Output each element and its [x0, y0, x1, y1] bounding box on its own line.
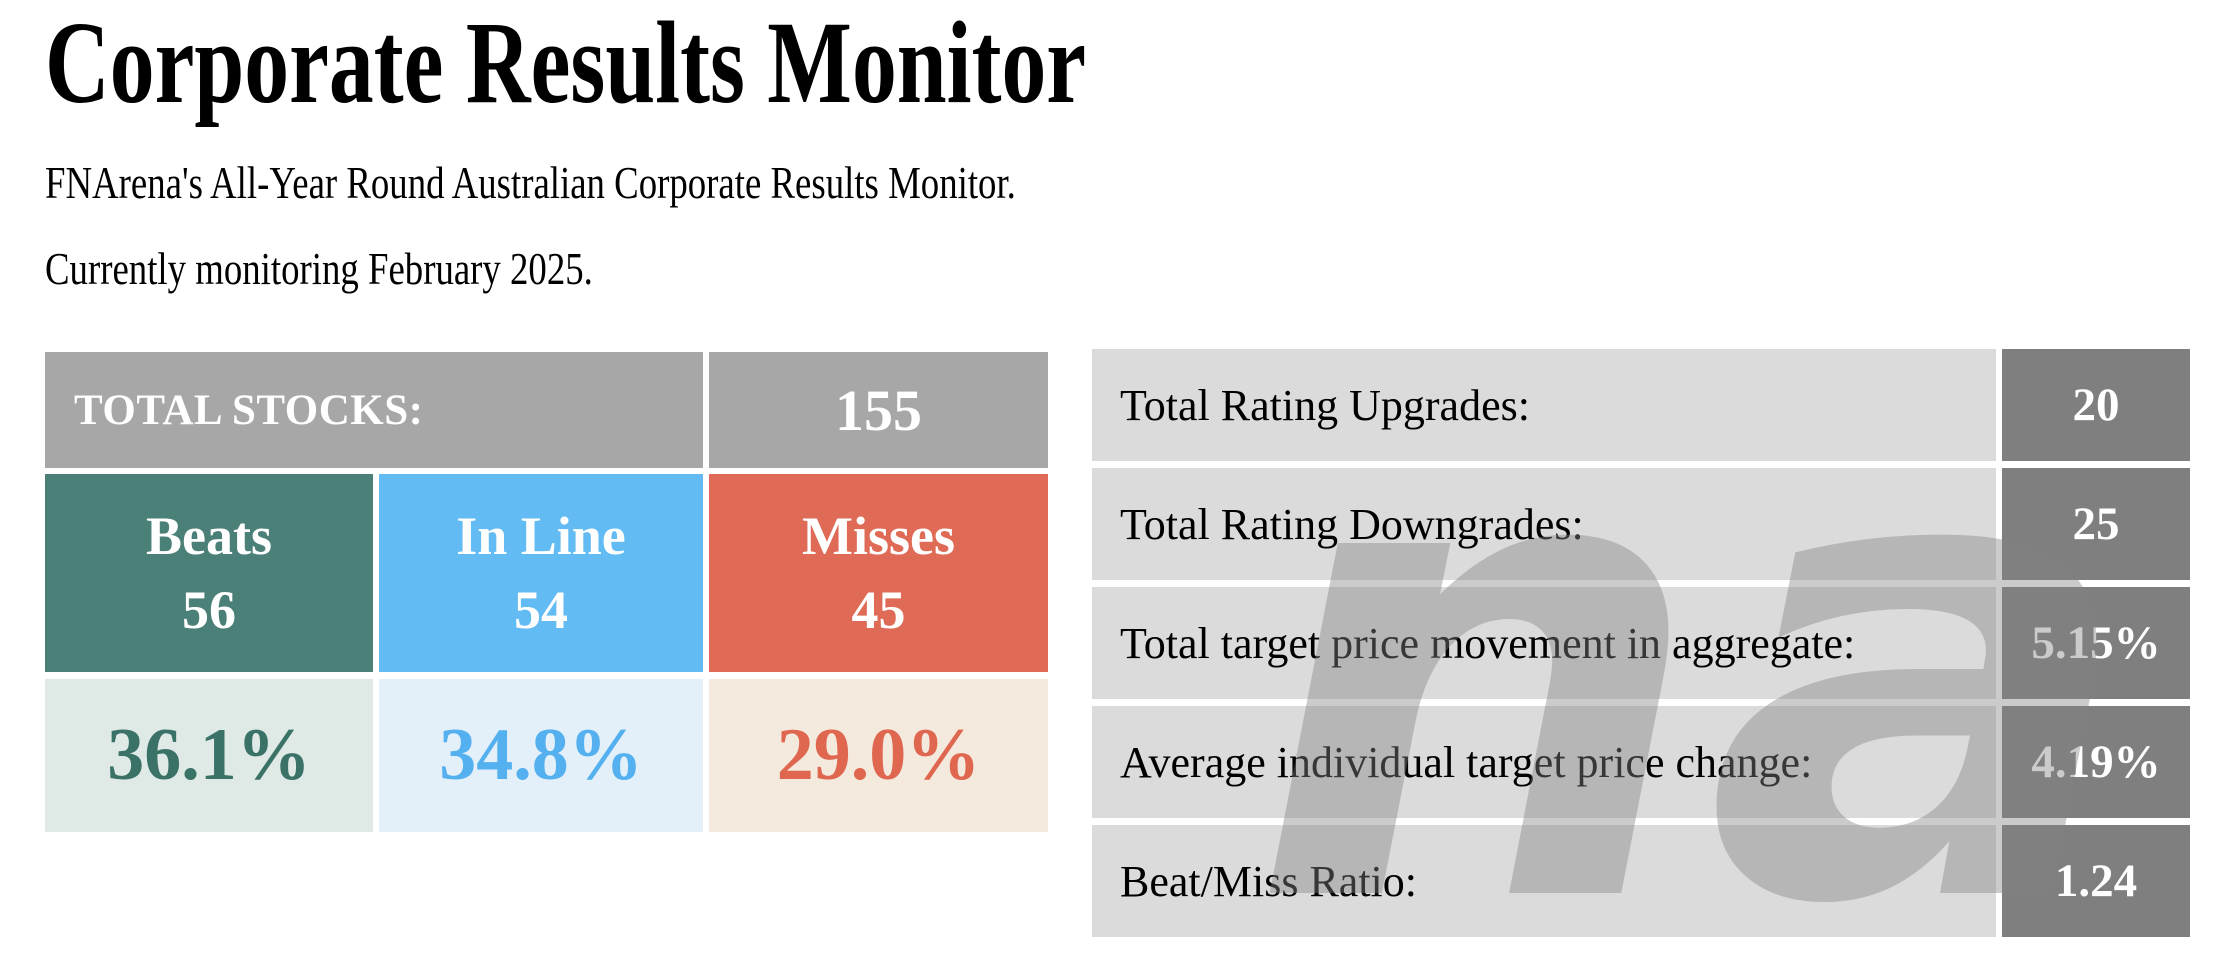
stat-value: 20 [2002, 349, 2190, 461]
table-row: Total Rating Upgrades: 20 [1092, 349, 2190, 461]
table-row: Average individual target price change: … [1092, 706, 2190, 818]
stat-value: 4.19% [2002, 706, 2190, 818]
table-row: Total target price movement in aggregate… [1092, 587, 2190, 699]
inline-count: 54 [514, 580, 568, 640]
total-stocks-value-cell: 155 [709, 352, 1048, 468]
stat-value: 25 [2002, 468, 2190, 580]
stat-label: Total target price movement in aggregate… [1092, 587, 1996, 699]
total-stocks-value: 155 [835, 377, 922, 443]
stat-label: Total Rating Downgrades: [1092, 468, 1996, 580]
intro-text: FNArena's All-Year Round Australian Corp… [45, 157, 1016, 208]
stat-label: Beat/Miss Ratio: [1092, 825, 1996, 937]
ratings-stats-table: Total Rating Upgrades: 20 Total Rating D… [1092, 349, 2190, 944]
stat-value: 1.24 [2002, 825, 2190, 937]
stat-label: Average individual target price change: [1092, 706, 1996, 818]
total-stocks-label-cell: TOTAL STOCKS: [45, 352, 703, 468]
table-row: Total Rating Downgrades: 25 [1092, 468, 2190, 580]
beats-percent: 36.1% [45, 679, 373, 832]
inline-label: In Line [456, 506, 626, 566]
beats-count: 56 [182, 580, 236, 640]
page-title: Corporate Results Monitor [45, 0, 1087, 128]
beats-label: Beats [146, 506, 272, 566]
stat-value: 5.15% [2002, 587, 2190, 699]
results-summary-table: TOTAL STOCKS: 155 Beats 56 In Line 54 Mi… [45, 352, 1048, 832]
misses-label: Misses [802, 506, 955, 566]
category-percent-row: 36.1% 34.8% 29.0% [45, 679, 1048, 832]
inline-cell: In Line 54 [379, 474, 703, 672]
stat-label: Total Rating Upgrades: [1092, 349, 1996, 461]
inline-percent: 34.8% [379, 679, 703, 832]
misses-cell: Misses 45 [709, 474, 1048, 672]
misses-percent: 29.0% [709, 679, 1048, 832]
monitoring-period-text: Currently monitoring February 2025. [45, 243, 593, 294]
category-count-row: Beats 56 In Line 54 Misses 45 [45, 474, 1048, 672]
total-stocks-label: TOTAL STOCKS: [74, 386, 424, 434]
beats-cell: Beats 56 [45, 474, 373, 672]
misses-count: 45 [851, 580, 906, 640]
total-stocks-row: TOTAL STOCKS: 155 [45, 352, 1048, 468]
table-row: Beat/Miss Ratio: 1.24 [1092, 825, 2190, 937]
